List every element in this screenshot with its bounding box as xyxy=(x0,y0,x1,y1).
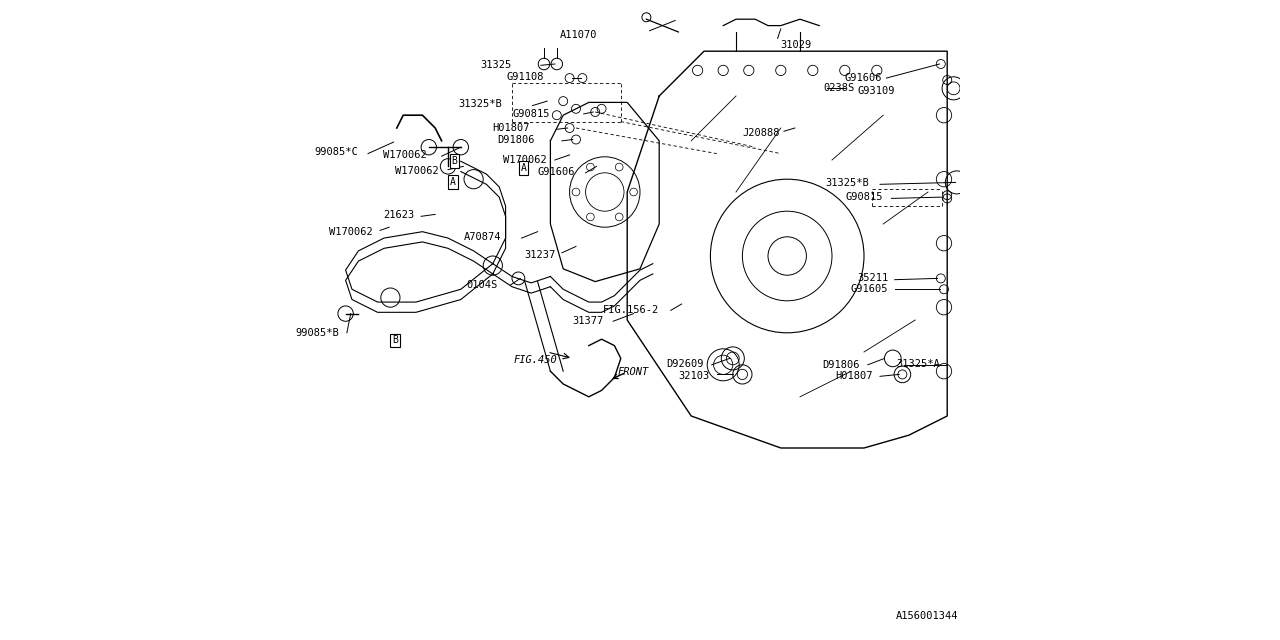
Text: G91605: G91605 xyxy=(851,284,888,294)
Text: 31029: 31029 xyxy=(781,40,812,50)
Text: W170062: W170062 xyxy=(329,227,374,237)
Text: A70874: A70874 xyxy=(463,232,502,242)
Text: FIG.156-2: FIG.156-2 xyxy=(603,305,659,316)
Text: A: A xyxy=(451,177,456,188)
Text: W170062: W170062 xyxy=(394,166,438,176)
Text: 99085*B: 99085*B xyxy=(296,328,339,338)
Text: J20888: J20888 xyxy=(742,128,780,138)
Text: FRONT: FRONT xyxy=(618,367,649,378)
Text: D91806: D91806 xyxy=(822,360,860,370)
Text: D91806: D91806 xyxy=(497,134,535,145)
Text: 31325*B: 31325*B xyxy=(826,178,869,188)
Text: 31325*B: 31325*B xyxy=(458,99,502,109)
Text: 99085*C: 99085*C xyxy=(314,147,358,157)
Text: A11070: A11070 xyxy=(559,30,596,40)
Text: 21623: 21623 xyxy=(383,210,415,220)
Text: 0104S: 0104S xyxy=(467,280,498,290)
Text: FIG.450: FIG.450 xyxy=(513,355,557,365)
Text: G91108: G91108 xyxy=(507,72,544,82)
Text: G90815: G90815 xyxy=(846,192,883,202)
Text: 31237: 31237 xyxy=(525,250,556,260)
Text: D92609: D92609 xyxy=(667,358,704,369)
Text: G90815: G90815 xyxy=(513,109,550,119)
Text: G93109: G93109 xyxy=(858,86,895,96)
Text: 0238S: 0238S xyxy=(823,83,855,93)
Text: 35211: 35211 xyxy=(858,273,888,284)
Text: H01807: H01807 xyxy=(493,123,530,133)
Text: 31325*A: 31325*A xyxy=(896,358,940,369)
Text: G91606: G91606 xyxy=(538,166,575,177)
Text: B: B xyxy=(452,156,457,166)
Text: H01807: H01807 xyxy=(835,371,873,381)
Text: 31325: 31325 xyxy=(481,60,512,70)
Text: G91606: G91606 xyxy=(845,73,882,83)
Text: 31377: 31377 xyxy=(572,316,604,326)
Text: 32103: 32103 xyxy=(678,371,709,381)
Text: A156001344: A156001344 xyxy=(896,611,959,621)
Text: W170062: W170062 xyxy=(383,150,428,160)
Text: B: B xyxy=(392,335,398,346)
Text: A: A xyxy=(521,163,526,173)
Text: W170062: W170062 xyxy=(503,155,548,165)
